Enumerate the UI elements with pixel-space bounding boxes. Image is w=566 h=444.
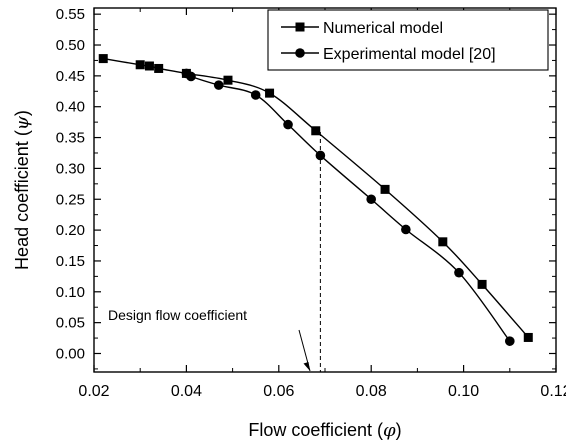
y-tick-label: 0.55 xyxy=(56,6,85,23)
x-tick-label: 0.12 xyxy=(540,383,566,400)
annotation-layer: Design flow coefficient xyxy=(108,132,321,372)
y-tick-label: 0.25 xyxy=(56,191,85,208)
numerical-model-point xyxy=(98,54,108,64)
x-tick-label: 0.08 xyxy=(356,383,387,400)
y-axis-label: Head coefficient (ψ) xyxy=(12,110,33,270)
experimental-model-point xyxy=(213,80,224,90)
x-tick-label: 0.04 xyxy=(171,383,202,400)
y-tick-label: 0.10 xyxy=(56,284,85,301)
x-tick-label: 0.06 xyxy=(263,383,294,400)
legend-label-experimental: Experimental model [20] xyxy=(323,46,496,63)
numerical-model-point xyxy=(438,237,448,247)
y-tick-label: 0.35 xyxy=(56,130,85,147)
y-tick-label: 0.50 xyxy=(56,37,85,54)
design-flow-arrow-head xyxy=(303,362,310,371)
y-tick-label: 0.30 xyxy=(56,160,85,177)
experimental-model-point xyxy=(250,90,261,100)
y-tick-label: 0.00 xyxy=(56,345,85,362)
numerical-model-point xyxy=(311,126,321,136)
numerical-model-point xyxy=(477,279,487,289)
y-tick-label: 0.05 xyxy=(56,315,85,332)
experimental-model-point xyxy=(505,336,515,346)
x-tick-label: 0.10 xyxy=(448,383,479,400)
experimental-model-point xyxy=(186,71,196,82)
legend-box xyxy=(267,9,549,71)
legend-marker xyxy=(295,48,305,58)
numerical-model-point xyxy=(154,63,164,73)
axes: 0.02 0.04 0.06 0.08 0.10 0.12 0.00 0.05 0.10 0.15… xyxy=(56,6,566,400)
numerical-model-point xyxy=(144,61,154,71)
y-tick-label: 0.15 xyxy=(56,253,85,270)
legend-item-1: Numerical model xyxy=(281,20,443,37)
series-layer xyxy=(98,54,533,346)
numerical-model-point xyxy=(380,184,390,194)
numerical-model-point xyxy=(265,88,275,98)
legend-item-2: Experimental model [20] xyxy=(281,46,496,63)
legend-label-numerical: Numerical model xyxy=(323,20,443,37)
numerical-model-point xyxy=(223,75,233,85)
numerical-model-point xyxy=(135,60,145,70)
series-2 xyxy=(181,68,515,346)
design-flow-label: Design flow coefficient xyxy=(108,307,247,323)
x-tick-label: 0.02 xyxy=(78,383,109,400)
y-tick-label: 0.45 xyxy=(56,68,85,85)
legend-marker xyxy=(295,22,305,32)
experimental-model-point xyxy=(454,267,464,278)
series-1 xyxy=(98,54,533,342)
legend: Numerical model Experimental model [20] xyxy=(267,9,549,71)
y-tick-label: 0.40 xyxy=(56,99,85,116)
experimental-model-point xyxy=(401,224,411,235)
x-axis-label: Flow coefficient (φ) xyxy=(248,420,401,441)
experimental-model-point xyxy=(366,194,377,205)
y-tick-label: 0.20 xyxy=(56,222,85,239)
experimental-model-point xyxy=(283,119,293,130)
numerical-model-line xyxy=(102,57,529,339)
numerical-model-point xyxy=(523,332,533,342)
experimental-model-line xyxy=(185,72,511,342)
